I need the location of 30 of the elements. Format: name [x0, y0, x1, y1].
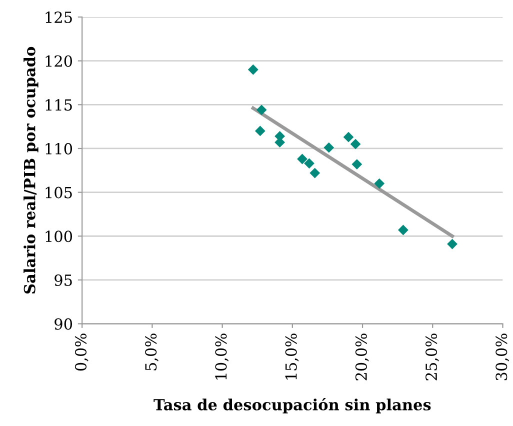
x-tick-label: 15,0% [285, 334, 299, 380]
x-tick-label: 5,0% [145, 334, 158, 370]
point [324, 142, 334, 153]
point [256, 104, 267, 116]
point [343, 132, 354, 142]
x-tick-label: 30,0% [496, 334, 510, 380]
x-tick-label: 0,0% [74, 334, 88, 371]
y-tick-label: 115 [46, 99, 72, 111]
x-axis-title: Tasa de desocupación sin planes [154, 398, 431, 414]
point [350, 138, 361, 150]
point [297, 154, 308, 164]
y-tick-label: 105 [46, 186, 72, 198]
point [254, 126, 266, 136]
point [352, 159, 362, 170]
y-tick-label: 100 [46, 230, 72, 242]
y-tick-label: 95 [54, 274, 72, 286]
point [398, 224, 408, 236]
point [447, 238, 458, 250]
y-tick-label: 110 [46, 142, 72, 155]
point [304, 158, 314, 169]
x-tick-label: 25,0% [426, 334, 439, 380]
x-tick-label: 10,0% [215, 334, 229, 380]
point [374, 178, 385, 189]
y-tick-label: 90 [54, 318, 72, 330]
y-axis-title: Salario real/PIB por ocupado [24, 46, 38, 294]
point [310, 168, 320, 178]
y-tick-label: 125 [46, 12, 72, 24]
point [248, 64, 258, 75]
y-tick-label: 120 [46, 55, 72, 67]
x-tick-label: 20,0% [355, 334, 369, 380]
